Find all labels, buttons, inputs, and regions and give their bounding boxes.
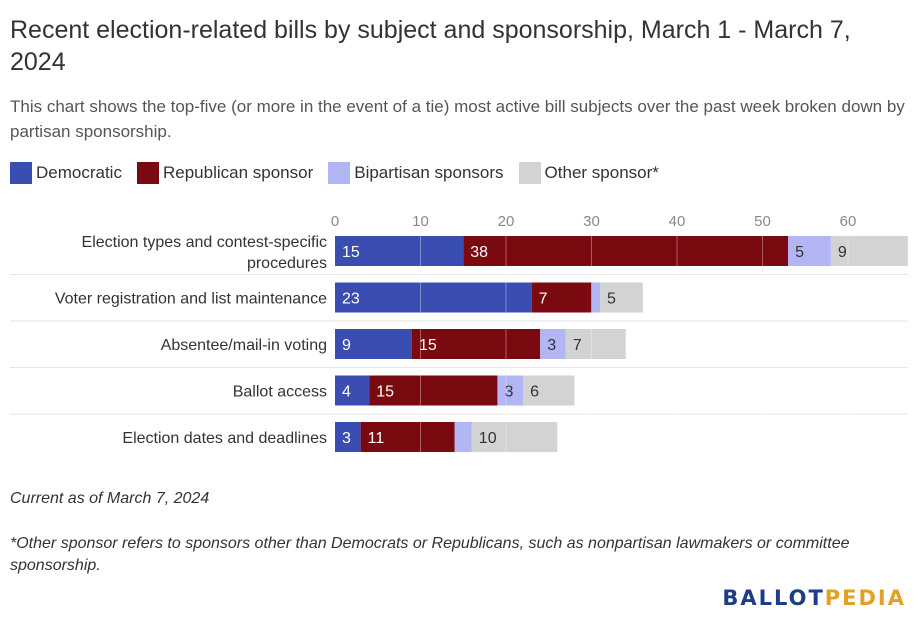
bar-segment-bipartisan-sponsors xyxy=(788,236,831,266)
category-label: Ballot access xyxy=(233,384,327,401)
bar-segment-other-sponsor xyxy=(471,422,558,452)
bar-value-label: 9 xyxy=(838,244,847,261)
legend-swatch-republican xyxy=(136,162,159,184)
bar-value-label: 3 xyxy=(547,337,556,354)
bar-value-label: 6 xyxy=(530,384,539,401)
legend-item-bipartisan: Bipartisan sponsors xyxy=(328,162,504,184)
legend-label-republican: Republican sponsor xyxy=(162,163,314,182)
bar-segment-bipartisan-sponsors xyxy=(454,422,472,452)
bar-segment-republican-sponsor xyxy=(531,282,592,313)
bar-value-label: 15 xyxy=(342,244,360,261)
x-tick-label: 0 xyxy=(331,213,339,230)
legend-label-democratic: Democratic xyxy=(36,163,122,182)
bar-value-label: 3 xyxy=(342,430,351,447)
bar-segment-republican-sponsor xyxy=(411,329,541,359)
bar-segment-democratic xyxy=(335,375,370,406)
bar-value-label: 4 xyxy=(342,384,351,401)
category-label: Election types and contest-specific proce… xyxy=(82,234,327,272)
x-tick-label: 40 xyxy=(669,213,686,230)
legend-swatch-democratic xyxy=(10,162,32,184)
bar-value-label: 23 xyxy=(342,291,360,308)
bar-value-label: 9 xyxy=(342,337,351,354)
legend-item-democratic: Democratic xyxy=(10,162,122,184)
x-tick-label: 20 xyxy=(498,213,515,230)
bar-value-label: 38 xyxy=(470,244,488,261)
bar-segment-democratic xyxy=(335,282,532,313)
footnote-other-sponsor: *Other sponsor refers to sponsors other … xyxy=(10,535,850,574)
x-tick-label: 50 xyxy=(754,213,771,230)
legend-swatch-other xyxy=(518,162,541,184)
x-tick-label: 10 xyxy=(412,213,429,230)
bar-value-label: 7 xyxy=(573,337,582,354)
logo-part-pedia: PEDIA xyxy=(824,586,906,610)
bar-value-label: 5 xyxy=(607,291,616,308)
logo-part-ballot: BALLOT xyxy=(722,586,825,610)
x-tick-label: 30 xyxy=(583,213,600,230)
bar-segment-bipartisan-sponsors xyxy=(540,329,566,359)
bar-value-label: 15 xyxy=(376,384,394,401)
bar-segment-republican-sponsor xyxy=(360,422,455,452)
bar-value-label: 11 xyxy=(368,430,385,447)
bar-segment-democratic xyxy=(335,236,464,266)
legend-swatch-bipartisan xyxy=(328,162,351,184)
bar-segment-other-sponsor xyxy=(600,282,643,313)
bar-segment-bipartisan-sponsors xyxy=(591,282,601,313)
legend-item-republican: Republican sponsor xyxy=(136,162,314,184)
legend-label-bipartisan: Bipartisan sponsors xyxy=(354,163,504,182)
category-label: Voter registration and list maintenance xyxy=(55,291,327,308)
chart-title: Recent election-related bills by subject… xyxy=(10,16,851,76)
ballotpedia-logo: BALLOTPEDIA xyxy=(722,586,906,610)
chart-legend: Democratic Republican sponsor Bipartisan… xyxy=(10,160,674,186)
bar-segment-democratic xyxy=(335,329,412,359)
bar-segment-other-sponsor xyxy=(565,329,626,359)
footnote-current-as-of: Current as of March 7, 2024 xyxy=(10,490,210,507)
bar-segment-bipartisan-sponsors xyxy=(497,375,524,406)
category-label: Absentee/mail-in voting xyxy=(161,337,327,354)
bar-value-label: 10 xyxy=(479,430,497,447)
stacked-bar-chart: 0 10 20 30 40 50 60 15 38 5 9 Election types and co… xyxy=(10,213,908,468)
x-tick-label: 60 xyxy=(840,213,857,230)
category-label: Election dates and deadlines xyxy=(122,430,327,447)
bar-value-label: 5 xyxy=(795,244,804,261)
bar-segment-republican-sponsor xyxy=(369,375,498,406)
bar-segment-democratic xyxy=(335,422,361,452)
bar-value-label: 15 xyxy=(419,337,437,354)
bar-value-label: 7 xyxy=(539,291,548,308)
bar-segment-other-sponsor xyxy=(830,236,908,266)
legend-item-other: Other sponsor* xyxy=(518,162,659,184)
bar-segment-republican-sponsor xyxy=(463,236,789,266)
bar-value-label: 3 xyxy=(504,384,513,401)
bar-segment-other-sponsor xyxy=(523,375,575,406)
legend-label-other: Other sponsor* xyxy=(544,163,659,182)
chart-subtitle: This chart shows the top-five (or more i… xyxy=(10,97,905,141)
